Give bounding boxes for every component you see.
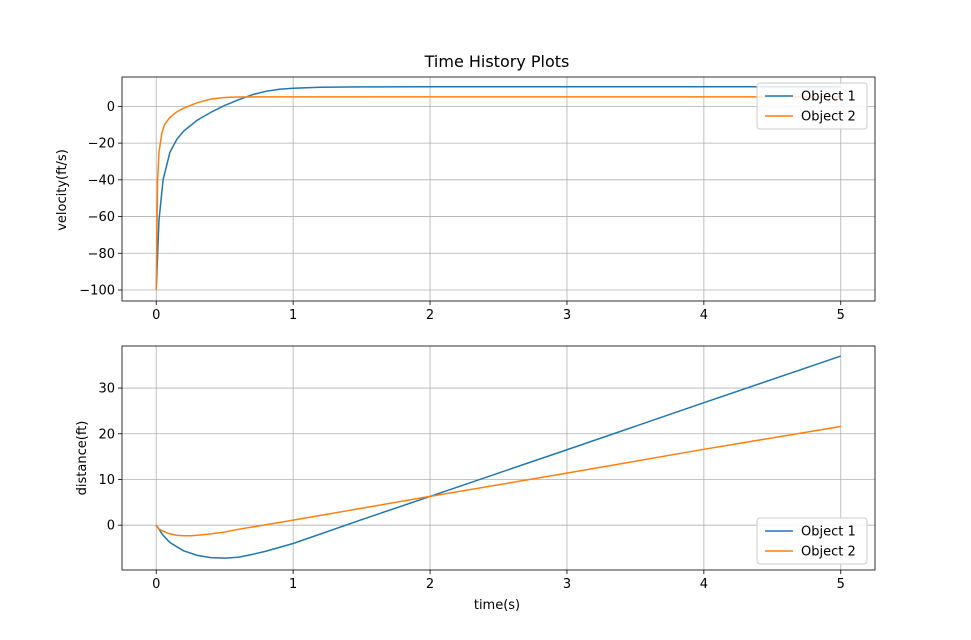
figure-title: Time History Plots	[424, 52, 570, 71]
y-tick-label: −40	[88, 173, 115, 188]
y-tick-label: 30	[98, 382, 115, 397]
velocity-subplot: 0 1 2 3 4 5 −100 −80 −60 −40 −20 0 Object 1 Object 2	[79, 76, 876, 323]
time-xlabel: time(s)	[474, 598, 520, 613]
x-tick-label: 3	[563, 308, 571, 323]
x-tick-label: 0	[152, 308, 160, 323]
distance-ylabel: distance(ft)	[75, 421, 90, 496]
series-line-object-2	[155, 96, 841, 290]
y-tick-label: 20	[98, 427, 115, 442]
y-tick-label: −80	[88, 247, 115, 262]
y-tick-label: −60	[88, 210, 115, 225]
y-tick-label: −100	[79, 283, 115, 298]
series-line-object-2	[155, 425, 841, 537]
velocity-ylabel: velocity(ft/s)	[55, 149, 70, 231]
x-tick-label: 4	[700, 577, 708, 592]
series-line-object-1	[155, 355, 842, 559]
y-tick-label: 0	[107, 100, 115, 115]
legend-label: Object 1	[801, 525, 856, 540]
x-tick-label: 4	[700, 308, 708, 323]
legend-label: Object 1	[801, 90, 856, 105]
x-tick-label: 1	[289, 577, 297, 592]
series-line-object-1	[155, 85, 841, 291]
legend-label: Object 2	[801, 110, 856, 125]
x-tick-label: 0	[152, 577, 160, 592]
legend-box	[756, 82, 868, 130]
x-tick-label: 2	[426, 308, 434, 323]
y-tick-label: −20	[88, 137, 115, 152]
x-tick-label: 5	[837, 577, 845, 592]
axes-frame	[121, 345, 876, 571]
legend-box	[756, 517, 868, 565]
y-tick-label: 10	[98, 473, 115, 488]
x-tick-label: 2	[426, 577, 434, 592]
distance-subplot: 0 1 2 3 4 5 0 10 20 30 Object 1 Object 2	[98, 345, 876, 592]
x-tick-label: 1	[289, 308, 297, 323]
y-tick-label: 0	[107, 519, 115, 534]
legend-label: Object 2	[801, 545, 856, 560]
x-tick-label: 5	[837, 308, 845, 323]
x-tick-label: 3	[563, 577, 571, 592]
axes-frame	[121, 76, 876, 302]
